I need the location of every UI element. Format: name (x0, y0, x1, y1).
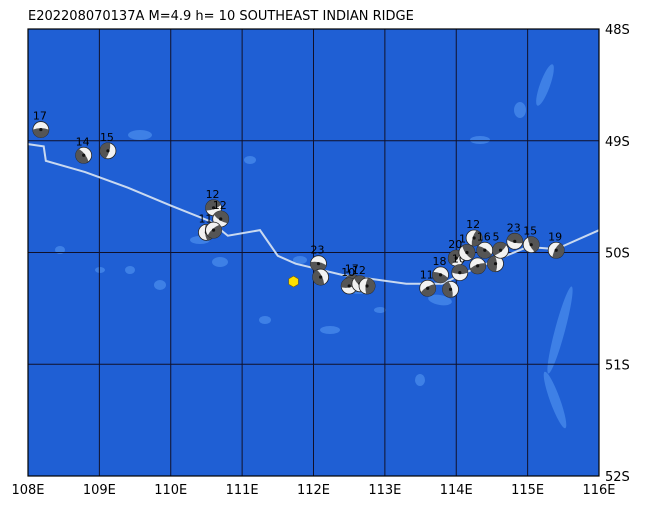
shallow-patch (95, 267, 105, 273)
event-depth-label: 17 (33, 110, 47, 123)
longitude-tick-label: 112E (297, 483, 330, 498)
shallow-patch (244, 156, 256, 164)
focal-mechanism-icon: 16 (476, 230, 494, 259)
longitude-tick-label: 110E (154, 483, 187, 498)
focal-mechanism-icon: 10 (451, 253, 469, 282)
focal-mechanism-icon: 19 (547, 230, 565, 259)
focal-mechanism-icon: 18 (432, 255, 449, 284)
map-frame (27, 28, 600, 477)
event-depth-label: 19 (548, 230, 562, 243)
focal-mechanism-icon: 14 (75, 135, 93, 164)
focal-mechanism-icon: 12 (465, 218, 483, 247)
focal-mechanism-icon (487, 255, 504, 273)
event-depth-label: 12 (466, 218, 480, 231)
shallow-patch (259, 316, 271, 324)
focal-mechanism-icon (469, 257, 487, 275)
shallow-patch (428, 294, 452, 306)
longitude-tick-label: 114E (440, 483, 473, 498)
event-depth-label: 10 (341, 266, 355, 279)
focal-mechanism-icon: 11 (419, 268, 437, 297)
focal-mechanism-icon: 12 (205, 188, 222, 217)
event-depth-label: 15 (523, 225, 537, 238)
focal-mechanism-icon: 15 (522, 225, 540, 254)
latitude-tick-label: 50S (605, 247, 630, 262)
latitude-tick-label: 52S (605, 470, 630, 485)
focal-mechanism-icon: 15 (99, 131, 117, 160)
shallow-patch (154, 280, 166, 290)
focal-mechanism-icon (358, 277, 376, 295)
longitude-tick-label: 113E (368, 483, 401, 498)
longitude-labels: 108E 109E 110E 111E 112E 113E 114E 115E 116E (11, 483, 615, 498)
shallow-patch (547, 286, 573, 374)
shallow-patch (374, 307, 386, 313)
event-depth-label: 20 (448, 238, 462, 251)
shallow-patch (320, 326, 340, 334)
longitude-tick-label: 116E (582, 483, 615, 498)
focal-mechanism-icon: 17 (32, 110, 50, 138)
longitude-tick-label: 108E (11, 483, 44, 498)
shallow-patch (543, 371, 567, 429)
latitude-tick-label: 51S (605, 358, 630, 373)
focal-mechanism-icon: 23 (310, 244, 327, 273)
focal-mechanism-icon (312, 268, 330, 286)
longitude-tick-label: 115E (511, 483, 544, 498)
focal-mechanism-icon: 10 (340, 266, 358, 295)
shallow-patch (128, 130, 152, 140)
shallow-patch (415, 374, 425, 386)
event-depth-label: 11 (420, 268, 434, 281)
shallow-patch (293, 256, 307, 264)
event-depth-label: 11 (198, 212, 212, 225)
event-depth-label: 12 (213, 199, 227, 212)
event-depth-label: 14 (76, 135, 90, 148)
event-depth-label: 12 (206, 188, 220, 201)
shallow-patch (514, 102, 526, 118)
map-title: E202208070137A M=4.9 h= 10 SOUTHEAST IND… (28, 9, 414, 24)
event-depth-label: 17 (345, 263, 359, 276)
focal-mechanism-icon (442, 280, 459, 298)
event-depth-label: 23 (310, 244, 324, 257)
shallow-patch (470, 136, 490, 144)
event-depth-label: 18 (433, 255, 447, 268)
shallow-patch (212, 257, 228, 267)
focal-mechanism-icon (205, 221, 222, 239)
focal-mechanisms: 1714151212112317101211182010151216523151… (32, 110, 565, 298)
graticule (28, 29, 599, 476)
event-depth-label: 12 (352, 264, 366, 277)
shallow-patch (536, 64, 554, 106)
event-depth-label: 5 (493, 230, 500, 243)
shallow-patch (125, 266, 135, 274)
event-depth-label: 16 (477, 230, 491, 243)
event-depth-label: 15 (100, 131, 114, 144)
latitude-labels: 48S 49S 50S 51S 52S (605, 23, 630, 485)
epicenter-icon (288, 275, 299, 288)
longitude-tick-label: 109E (83, 483, 116, 498)
longitude-tick-label: 111E (226, 483, 259, 498)
latitude-tick-label: 49S (605, 135, 630, 150)
event-depth-label: 23 (507, 221, 521, 234)
focal-mechanism-icon: 23 (506, 221, 524, 250)
latitude-tick-label: 48S (605, 23, 630, 38)
focal-mechanism-icon: 5 (492, 230, 509, 259)
